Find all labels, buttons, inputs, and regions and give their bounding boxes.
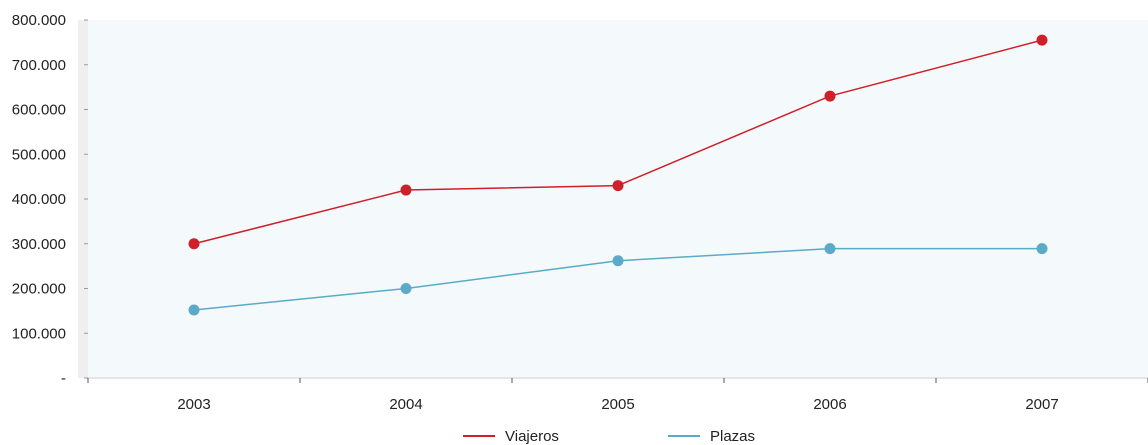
y-axis-strip [78,20,88,378]
x-axis: 2003 2004 2005 2006 2007 [87,378,1148,413]
y-tick-label: 100.000 [12,325,66,342]
data-point [612,180,624,192]
y-tick-label: 700.000 [12,57,66,74]
x-tick-label: 2006 [813,396,846,413]
legend-item: Plazas [668,428,755,445]
legend-label: Viajeros [505,428,559,445]
y-tick-label: 500.000 [12,146,66,163]
data-point [400,283,412,294]
plot-area [88,20,1148,378]
x-tick-label: 2003 [177,396,210,413]
legend: Viajeros Plazas [463,428,755,445]
data-point [1036,243,1048,255]
y-tick-label: 600.000 [12,102,66,119]
data-point [400,184,412,196]
series-layer [188,34,1048,316]
legend-label: Plazas [710,428,755,445]
y-axis: - 100.000 200.000 300.000 400.000 500.000 600.… [12,12,88,387]
series-plazas [188,243,1048,316]
data-point [188,238,200,250]
y-tick-label: 400.000 [12,191,66,208]
legend-item: Viajeros [463,428,559,445]
y-tick-label: 800.000 [12,12,66,29]
y-tick-label: 200.000 [12,281,66,298]
x-tick-label: 2007 [1025,396,1058,413]
data-point [188,304,200,316]
data-point [824,90,836,102]
data-point [1036,34,1048,46]
data-point [824,243,836,255]
x-tick-label: 2005 [601,396,634,413]
data-point [612,255,624,267]
y-tick-label: 300.000 [12,236,66,253]
series-viajeros [188,34,1048,250]
y-tick-label: - [61,370,66,387]
x-tick-label: 2004 [389,396,422,413]
